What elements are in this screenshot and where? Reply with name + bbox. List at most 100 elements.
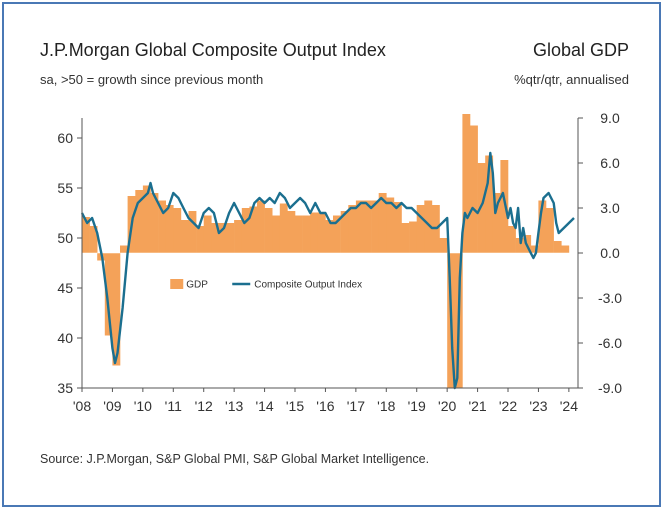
gdp-bar [409, 221, 417, 253]
gdp-bar [218, 223, 227, 253]
gdp-bar [89, 226, 98, 253]
gdp-bar [515, 238, 524, 253]
x-tick-label: '11 [165, 398, 182, 414]
gdp-bar [363, 200, 372, 253]
x-tick-label: '09 [103, 398, 121, 414]
gdp-bar [264, 208, 273, 253]
gdp-bar [272, 215, 281, 253]
x-tick-label: '16 [316, 398, 334, 414]
gdp-bar [317, 212, 326, 253]
right-tick-label: -3.0 [598, 290, 622, 306]
gdp-bar [378, 193, 387, 253]
legend-composite-label: Composite Output Index [254, 280, 362, 291]
gdp-bar [112, 253, 121, 366]
gdp-bar [401, 223, 410, 253]
gdp-bar [508, 226, 516, 253]
gdp-bar [553, 241, 562, 253]
x-tick-label: '24 [560, 398, 578, 414]
gdp-bar [355, 200, 364, 253]
x-tick-label: '14 [255, 398, 273, 414]
x-tick-label: '23 [529, 398, 547, 414]
gdp-bar [538, 200, 547, 253]
gdp-bar [241, 208, 250, 253]
x-tick-label: '18 [377, 398, 395, 414]
legend: GDP Composite Output Index [170, 279, 362, 291]
gdp-bar [439, 238, 448, 253]
gdp-bar [424, 200, 433, 253]
left-tick-label: 60 [57, 130, 73, 146]
left-axis-ticks: 35 40 45 50 55 60 [57, 130, 82, 396]
x-tick-label: '22 [499, 398, 517, 414]
gdp-bar [530, 245, 539, 253]
gdp-bar [500, 160, 509, 253]
gdp-bar [158, 200, 166, 253]
gdp-bars [82, 114, 570, 388]
gdp-bar [386, 197, 395, 253]
gdp-bar [295, 215, 303, 253]
x-tick-label: '13 [225, 398, 243, 414]
left-tick-label: 45 [57, 280, 73, 296]
source-note: Source: J.P.Morgan, S&P Global PMI, S&P … [40, 452, 430, 466]
gdp-bar [561, 245, 570, 253]
x-tick-label: '20 [438, 398, 456, 414]
gdp-bar [477, 163, 486, 253]
gdp-bar [302, 215, 311, 253]
gdp-bar [165, 205, 174, 253]
gdp-bar [287, 211, 296, 253]
gdp-bar [249, 206, 258, 253]
gdp-bar [257, 200, 265, 253]
right-axis-subtitle: %qtr/qtr, annualised [514, 72, 629, 87]
gdp-bar [279, 203, 288, 253]
gdp-bar [180, 220, 189, 253]
gdp-bar [371, 200, 379, 253]
gdp-bar [226, 223, 235, 253]
gdp-bar [340, 211, 349, 253]
gdp-bar [211, 223, 220, 253]
gdp-bar [203, 215, 212, 253]
x-tick-label: '21 [468, 398, 486, 414]
gdp-bar [104, 253, 113, 336]
composite-output-line [80, 151, 575, 390]
gdp-bar [120, 245, 128, 253]
left-tick-label: 50 [57, 230, 73, 246]
gdp-bar [188, 211, 197, 253]
right-tick-label: -6.0 [598, 335, 622, 351]
gdp-bar [325, 220, 334, 253]
left-tick-label: 55 [57, 180, 73, 196]
gdp-bar [142, 185, 151, 253]
gdp-bar [348, 205, 357, 253]
x-axis-ticks: '08 '09 '10 '11 '12 '13 '14 '15 '16 '17 '18 '19 '20 '… [73, 388, 578, 414]
x-tick-label: '15 [286, 398, 304, 414]
x-tick-label: '08 [73, 398, 91, 414]
gdp-bar [492, 193, 501, 253]
x-tick-label: '17 [347, 398, 365, 414]
gdp-bar [333, 215, 341, 253]
gdp-bar [470, 125, 478, 253]
right-tick-label: 0.0 [600, 245, 620, 261]
right-tick-label: 6.0 [600, 155, 620, 171]
gdp-bar [485, 155, 494, 253]
legend-gdp-swatch [170, 279, 184, 289]
x-tick-label: '12 [195, 398, 213, 414]
gdp-bar [150, 193, 159, 253]
gdp-bar [310, 212, 319, 253]
gdp-bar [546, 208, 554, 253]
x-tick-label: '19 [408, 398, 426, 414]
right-axis-ticks: 9.0 6.0 3.0 0.0 -3.0 -6.0 -9.0 [578, 110, 622, 396]
chart-title: J.P.Morgan Global Composite Output Index [40, 40, 386, 60]
left-tick-label: 40 [57, 330, 73, 346]
gdp-bar [135, 190, 144, 253]
right-axis-title: Global GDP [532, 40, 629, 60]
chart-subtitle: sa, >50 = growth since previous month [40, 72, 264, 87]
gdp-bar [82, 217, 90, 253]
left-tick-label: 35 [57, 380, 73, 396]
gdp-bar [393, 202, 402, 253]
x-tick-label: '10 [134, 398, 152, 414]
legend-gdp-label: GDP [186, 280, 208, 291]
right-tick-label: 3.0 [600, 200, 620, 216]
composite-line-layer [80, 151, 575, 390]
gdp-bar [234, 220, 242, 253]
gdp-bar [462, 114, 471, 253]
right-tick-label: -9.0 [598, 380, 622, 396]
